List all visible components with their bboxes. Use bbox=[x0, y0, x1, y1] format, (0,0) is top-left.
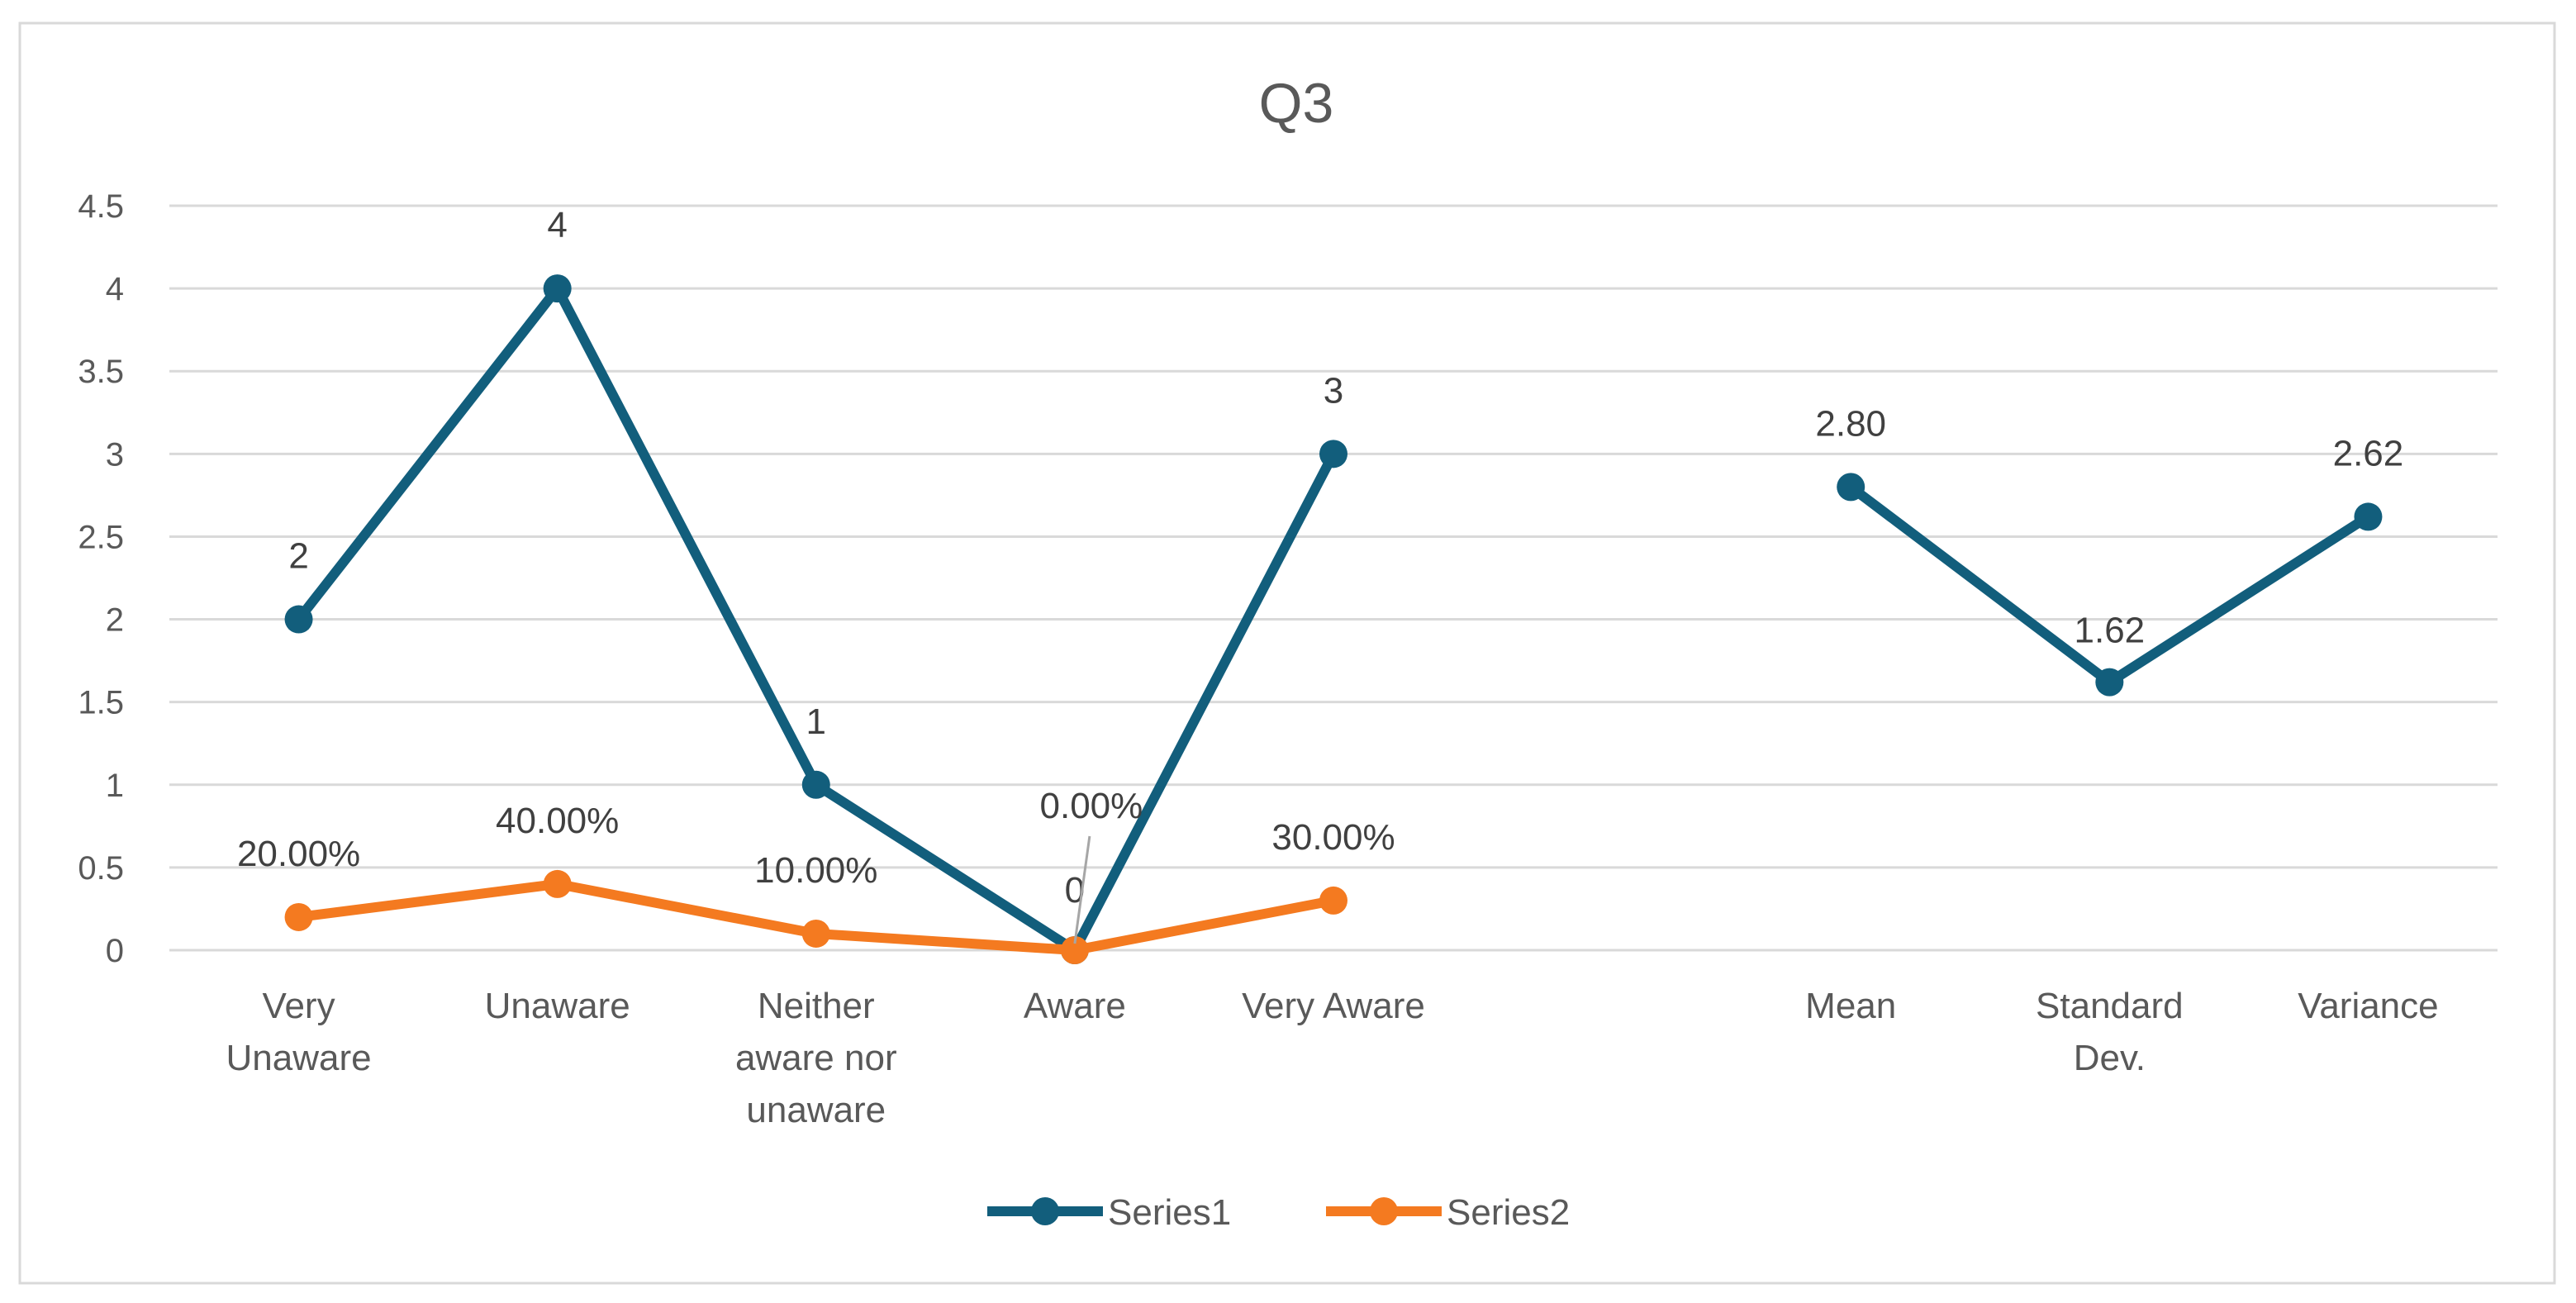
data-point-series1 bbox=[2095, 668, 2124, 697]
series-lines bbox=[284, 274, 2383, 964]
data-label-series2: 10.00% bbox=[754, 850, 877, 891]
data-point-series2 bbox=[543, 869, 572, 898]
data-point-series1 bbox=[543, 274, 572, 303]
data-point-series1 bbox=[1837, 473, 1865, 502]
y-tick-label: 4 bbox=[106, 271, 124, 307]
x-category-label: Unaware bbox=[226, 1038, 372, 1078]
x-category-label: unaware bbox=[746, 1090, 886, 1130]
x-category-label: Very Aware bbox=[1242, 986, 1425, 1026]
x-category-label: aware nor bbox=[735, 1038, 897, 1078]
x-category-label: Aware bbox=[1024, 986, 1126, 1026]
data-point-series1 bbox=[801, 770, 830, 799]
leader-line bbox=[1073, 835, 1091, 944]
data-point-series2 bbox=[284, 902, 313, 931]
data-label-series1: 3 bbox=[1324, 370, 1343, 411]
x-category-label: Mean bbox=[1805, 986, 1896, 1026]
x-category-label: Unaware bbox=[485, 986, 630, 1026]
legend-label-series2: Series2 bbox=[1447, 1192, 1570, 1233]
y-tick-label: 0.5 bbox=[78, 850, 124, 887]
data-label-series1: 2.62 bbox=[2333, 433, 2404, 473]
data-point-series2 bbox=[1060, 936, 1089, 964]
x-category-label: Variance bbox=[2298, 986, 2438, 1026]
legend-marker-series1 bbox=[1031, 1197, 1059, 1225]
data-point-series1 bbox=[2354, 502, 2383, 531]
x-category-label: Dev. bbox=[2074, 1038, 2146, 1078]
data-point-series2 bbox=[801, 919, 830, 948]
y-tick-label: 2 bbox=[106, 602, 124, 639]
gridlines bbox=[169, 204, 2498, 952]
y-tick-label: 1.5 bbox=[78, 685, 124, 721]
legend-marker-series2 bbox=[1370, 1197, 1398, 1225]
data-label-series2: 0.00% bbox=[1040, 786, 1143, 826]
data-point-series1 bbox=[284, 605, 313, 634]
data-label-series1: 4 bbox=[547, 205, 567, 245]
y-tick-label: 3 bbox=[106, 436, 124, 473]
y-tick-label: 3.5 bbox=[78, 354, 124, 390]
x-category-label: Very bbox=[263, 986, 335, 1026]
data-label-series2: 40.00% bbox=[496, 801, 619, 841]
x-axis-categories: Very Unaware Unaware Neither aware nor unawar… bbox=[226, 986, 2439, 1130]
y-tick-label: 1 bbox=[106, 768, 124, 804]
data-label-series1: 2 bbox=[288, 536, 308, 577]
data-label-series1: 2.80 bbox=[1815, 403, 1886, 444]
chart-title: Q3 bbox=[1259, 72, 1334, 135]
legend-label-series1: Series1 bbox=[1108, 1192, 1231, 1233]
data-labels: 241032.801.622.6220.00%40.00%10.00%0.00%… bbox=[237, 205, 2403, 944]
data-point-series1 bbox=[1319, 440, 1347, 468]
data-point-series2 bbox=[1319, 886, 1347, 915]
data-label-series2: 20.00% bbox=[237, 834, 360, 874]
y-axis-ticks: 0 0.5 1 1.5 2 2.5 3 3.5 4 4.5 bbox=[78, 188, 124, 969]
y-tick-label: 2.5 bbox=[78, 519, 124, 555]
data-label-series1: 1 bbox=[806, 701, 826, 742]
y-tick-label: 0 bbox=[106, 933, 124, 969]
legend: Series1 Series2 bbox=[987, 1192, 1570, 1233]
data-label-series1: 1.62 bbox=[2075, 611, 2146, 651]
chart-border bbox=[18, 21, 2556, 1285]
data-label-series2: 30.00% bbox=[1271, 817, 1395, 858]
y-tick-label: 4.5 bbox=[78, 188, 124, 225]
x-category-label: Neither bbox=[758, 986, 875, 1026]
x-category-label: Standard bbox=[2036, 986, 2184, 1026]
